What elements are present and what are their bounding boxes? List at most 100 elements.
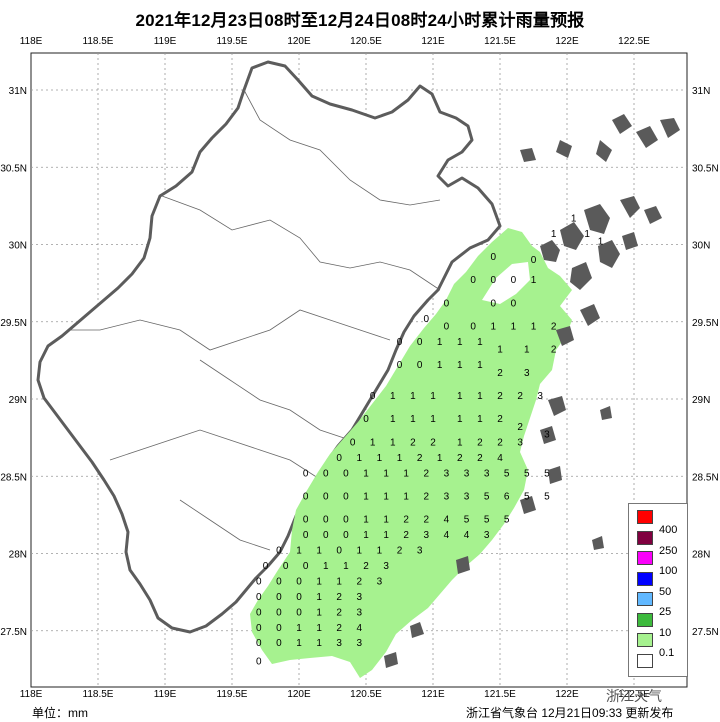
- lat-tick-label: 30N: [692, 241, 710, 252]
- map-frame: [30, 52, 688, 688]
- unit-label: 单位：mm: [32, 706, 88, 720]
- rainfall-value: 2: [497, 414, 503, 425]
- rainfall-value: 3: [524, 368, 530, 379]
- rainfall-value: 1: [343, 561, 349, 572]
- lon-tick-label: 118.5E: [83, 689, 114, 700]
- rainfall-value: 2: [430, 437, 436, 448]
- rainfall-value: 4: [357, 623, 363, 634]
- rainfall-value: 1: [296, 623, 302, 634]
- rainfall-value: 1: [357, 546, 363, 557]
- rainfall-value: 0: [303, 491, 309, 502]
- rainfall-value: 2: [336, 623, 342, 634]
- rainfall-value: 1: [571, 213, 577, 224]
- coastal-islands: [384, 114, 680, 668]
- rainfall-value: 3: [357, 592, 363, 603]
- rainfall-value: 5: [484, 515, 490, 526]
- rainfall-value: 2: [477, 453, 483, 464]
- rainfall-value: 1: [477, 360, 483, 371]
- rainfall-value: 0: [343, 491, 349, 502]
- rainfall-value: 1: [457, 391, 463, 402]
- rainfall-value: 1: [437, 453, 443, 464]
- rainfall-value: 3: [383, 561, 389, 572]
- rainfall-value: 1: [363, 515, 369, 526]
- rainfall-value: 0: [323, 530, 329, 541]
- city-boundaries: [70, 89, 441, 551]
- rainfall-value: 3: [464, 468, 470, 479]
- lon-tick-label: 118E: [20, 36, 43, 47]
- rainfall-value: 1: [491, 321, 497, 332]
- rainfall-value: 1: [336, 576, 342, 587]
- rainfall-value: 5: [504, 515, 510, 526]
- rainfall-value: 1: [410, 414, 416, 425]
- rainfall-value: 2: [410, 437, 416, 448]
- lon-tick-label: 121E: [421, 689, 445, 700]
- lon-tick-label: 120E: [287, 689, 311, 700]
- rainfall-value: 0: [276, 592, 282, 603]
- rainfall-value: 5: [484, 491, 490, 502]
- rainfall-value: 1: [598, 237, 604, 248]
- lat-tick-label: 28N: [692, 550, 710, 561]
- rainfall-value: 5: [544, 491, 550, 502]
- rainfall-value: 0: [343, 468, 349, 479]
- rainfall-value: 1: [316, 592, 322, 603]
- rainfall-value: 1: [390, 414, 396, 425]
- rainfall-value: 3: [444, 468, 450, 479]
- legend-label: 0.1: [659, 647, 675, 659]
- lon-tick-label: 122E: [555, 36, 579, 47]
- rainfall-value: 1: [383, 515, 389, 526]
- lon-tick-label: 119.5E: [217, 36, 248, 47]
- rainfall-value: 2: [403, 515, 409, 526]
- rainfall-value: 1: [363, 491, 369, 502]
- rainfall-value: 3: [417, 546, 423, 557]
- rainfall-value: 1: [437, 337, 443, 348]
- legend-label: 250: [659, 544, 678, 557]
- rainfall-value: 0: [417, 360, 423, 371]
- lat-tick-label: 30.5N: [692, 163, 719, 174]
- rainfall-value: 4: [464, 530, 470, 541]
- legend-swatch: [637, 592, 653, 606]
- rainfall-value: 0: [444, 298, 450, 309]
- longitude-labels: 118E 118E 118.5E 118.5E 119E 119E 119.5E 119.5E…: [20, 36, 650, 700]
- rainfall-value: 2: [517, 391, 523, 402]
- rainfall-value: 1: [477, 337, 483, 348]
- rainfall-value: 2: [403, 530, 409, 541]
- rainfall-value: 1: [323, 561, 329, 572]
- rainfall-value: 0: [276, 638, 282, 649]
- rainfall-value: 0: [343, 515, 349, 526]
- lon-tick-label: 122E: [555, 689, 579, 700]
- lat-tick-label: 29N: [9, 395, 27, 406]
- rainfall-value: 3: [484, 468, 490, 479]
- lon-tick-label: 118.5E: [83, 36, 114, 47]
- rainfall-value: 0: [256, 638, 262, 649]
- rainfall-value: 1: [383, 530, 389, 541]
- rainfall-value: 1: [363, 468, 369, 479]
- rainfall-value: 1: [296, 546, 302, 557]
- legend-label: 400: [659, 524, 678, 536]
- rainfall-value: 2: [336, 592, 342, 603]
- rainfall-value: 3: [424, 530, 430, 541]
- rainfall-value: 1: [316, 638, 322, 649]
- rainfall-value: 0: [424, 314, 430, 325]
- rainfall-value: 5: [524, 491, 530, 502]
- rainfall-value: 2: [457, 453, 463, 464]
- province-outline: [36, 60, 502, 634]
- rainfall-value: 0: [276, 576, 282, 587]
- legend-swatch: [637, 612, 653, 627]
- rainfall-value: 1: [316, 576, 322, 587]
- rainfall-value: 1: [390, 437, 396, 448]
- rainfall-value: 2: [497, 368, 503, 379]
- rainfall-value: 2: [424, 491, 430, 502]
- issuer-credit: 浙江省气象台 12月21日09:33 更新发布: [466, 706, 674, 720]
- rainfall-value: 5: [524, 468, 530, 479]
- rainfall-value: 0: [397, 337, 403, 348]
- lon-tick-label: 119E: [154, 689, 177, 700]
- rainfall-value: 0: [303, 530, 309, 541]
- rainfall-value: 1: [430, 391, 436, 402]
- legend-swatch: [637, 653, 653, 668]
- rainfall-value: 1: [397, 453, 403, 464]
- rainfall-value: 0: [296, 607, 302, 618]
- rainfall-value: 0: [336, 453, 342, 464]
- rainfall-value: 0: [256, 623, 262, 634]
- rainfall-value: 0: [511, 275, 517, 286]
